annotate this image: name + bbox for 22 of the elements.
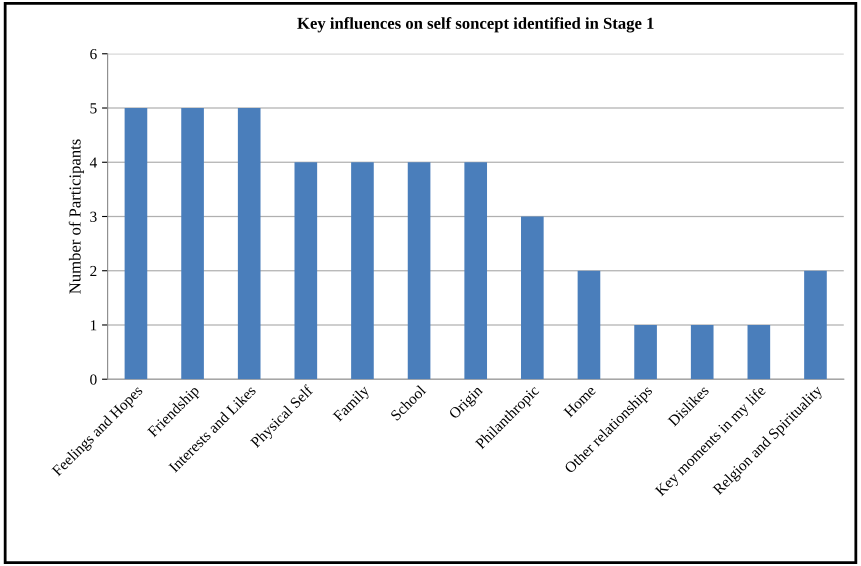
y-tick-label: 3 [90, 212, 97, 222]
bar [181, 108, 204, 380]
y-axis-title: Number of Participants [68, 139, 84, 294]
bar [578, 270, 600, 380]
y-tick-label: 0 [90, 374, 97, 385]
y-tick-label: 4 [90, 157, 97, 168]
bar [351, 162, 374, 380]
bar [238, 108, 261, 380]
y-tick-label: 1 [90, 320, 96, 330]
bar [294, 162, 318, 380]
bar [124, 108, 148, 380]
bar [690, 324, 714, 380]
bar [748, 324, 770, 380]
bar [408, 162, 430, 380]
y-tick-label: 6 [90, 48, 97, 60]
bar [521, 216, 544, 380]
bar [634, 324, 657, 380]
y-tick-label: 2 [90, 266, 96, 276]
chart-title: Key influences on self soncept identified in Stage 1 [297, 17, 654, 32]
bar [804, 270, 827, 380]
y-tick-label: 5 [90, 103, 97, 114]
bar [464, 162, 488, 380]
